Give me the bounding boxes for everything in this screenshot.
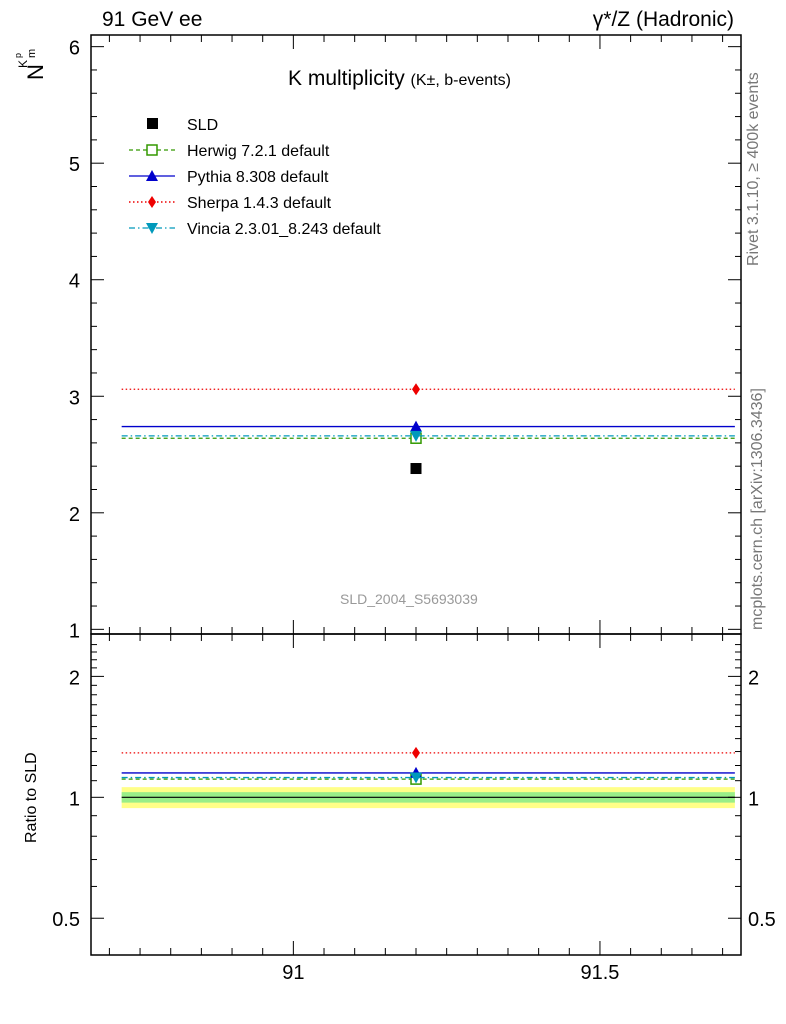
svg-text:p: p [13,53,23,58]
ratio-tick-label-right: 1 [748,788,759,810]
series-marker [410,430,422,442]
ratio-series-lines [121,746,735,785]
y-tick-label: 1 [69,620,80,642]
legend-pythia: Pythia 8.308 default [187,169,329,186]
svg-text:m: m [26,49,38,58]
main-series-lines [121,383,735,475]
uncertainty-band [121,787,735,809]
ratio-marker [410,772,422,784]
svg-text:N: N [23,64,48,80]
ratio-marker [412,746,420,759]
legend-sld-marker [147,118,158,129]
y-tick-label: 2 [69,504,80,526]
ratio-tick-label-left: 1 [69,788,80,810]
y-tick-label: 3 [69,387,80,409]
y-axis-label: N K p m [13,49,48,80]
legend-vincia: Vincia 2.3.01_8.243 default [187,221,381,238]
legend-vincia-marker [146,223,158,234]
header-right: γ*/Z (Hadronic) [592,8,734,31]
axis-ticks [91,35,741,955]
ratio-tick-label-left: 2 [69,667,80,689]
ratio-tick-label-right: 2 [748,667,759,689]
series-marker [412,383,420,396]
y-tick-label: 6 [69,38,80,60]
analysis-watermark: SLD_2004_S5693039 [340,591,478,607]
tick-labels: 1 2 3 4 5 6 0.5 0.5 1 1 2 2 91 91.5 [52,38,776,984]
ratio-tick-label-right: 0.5 [748,909,776,931]
header-left: 91 GeV ee [102,8,203,31]
y-tick-label: 4 [69,271,80,293]
ratio-y-axis-label: Ratio to SLD [23,752,40,843]
legend-pythia-marker [146,170,158,181]
sld-data-point [410,463,422,475]
y-tick-label: 5 [69,154,80,176]
chart-title: K multiplicity (K±, b-events) [288,67,511,90]
x-tick-label: 91.5 [580,962,619,984]
svg-text:K: K [16,60,30,68]
legend-herwig-marker [146,144,158,156]
x-tick-label: 91 [282,962,304,984]
legend: SLD Herwig 7.2.1 default Pythia 8.308 de… [129,117,381,238]
series-marker [410,420,422,432]
legend-sherpa: Sherpa 1.4.3 default [187,195,332,212]
legend-sld: SLD [187,117,218,134]
legend-sherpa-marker [148,196,156,208]
legend-herwig: Herwig 7.2.1 default [187,143,330,160]
ratio-tick-label-left: 0.5 [52,909,80,931]
